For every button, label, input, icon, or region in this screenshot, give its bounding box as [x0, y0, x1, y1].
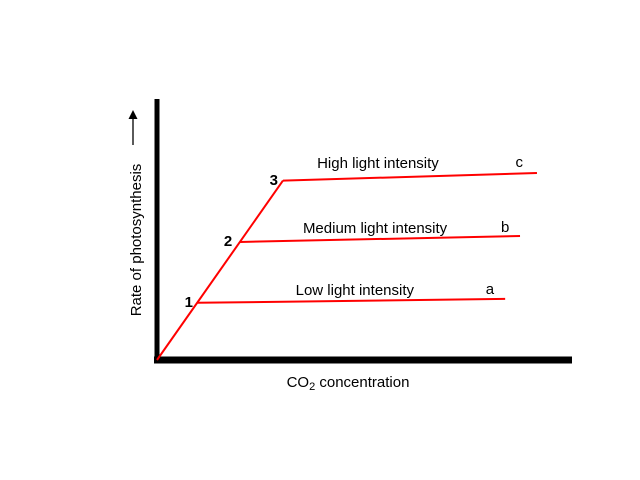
breakpoint-number-3: 3 [270, 172, 278, 189]
y-axis-label: Rate of photosynthesis [128, 164, 145, 317]
breakpoint-number-2: 2 [224, 233, 232, 250]
plateau-line-low-light-intensity [197, 297, 506, 304]
x-axis-label: CO2 concentration [287, 374, 410, 393]
breakpoint-number-1: 1 [185, 294, 193, 311]
y-axis-arrow-icon [128, 110, 138, 145]
curve-letter-c: c [515, 154, 523, 171]
x-axis-label-pre: CO [287, 374, 310, 391]
plateau-line-high-light-intensity [282, 172, 537, 182]
axes-layer [154, 99, 572, 364]
x-axis-label-post: concentration [315, 374, 409, 391]
curve-letter-a: a [486, 281, 495, 298]
rising-limb-line [156, 180, 284, 361]
series-layer: Low light intensity a 1 Medium light intens… [156, 154, 537, 361]
plateau-line-medium-light-intensity [239, 234, 521, 243]
x-axis-label-subscript: 2 [309, 381, 315, 393]
series-label-high-light-intensity: High light intensity [317, 155, 439, 172]
series-label-low-light-intensity: Low light intensity [296, 282, 415, 299]
curve-letter-b: b [501, 219, 509, 236]
series-label-medium-light-intensity: Medium light intensity [303, 220, 448, 237]
